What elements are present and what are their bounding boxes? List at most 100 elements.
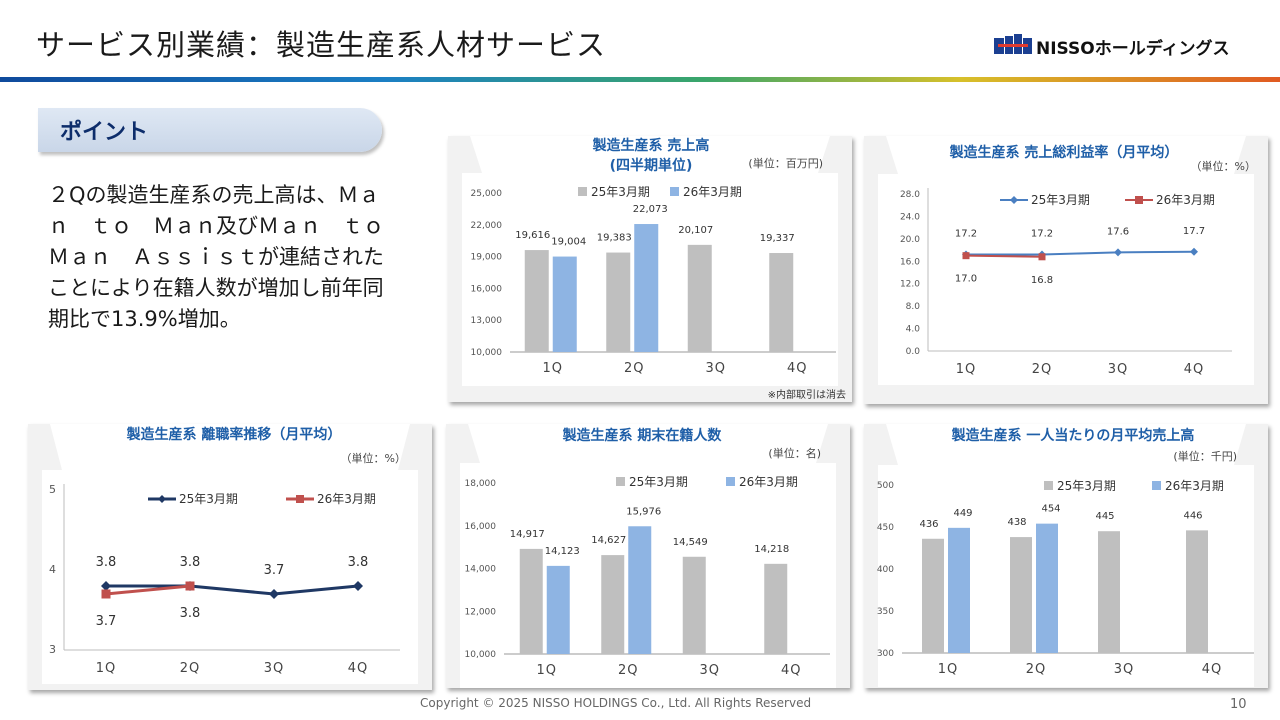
bar-s25-3q [682, 556, 706, 654]
headcount-chart-panel: 10,000 12,000 14,000 16,000 18,000 1Q 14,917 14… [446, 424, 850, 688]
chart-title: 製造生産系 離職率推移（月平均） [126, 426, 342, 443]
gross-margin-chart-panel: 0.0 4.0 8.0 12.0 16.0 20.0 24.0 28.0 1Q 2Q 3Q 4Q 17.… [864, 136, 1268, 404]
y-tick-label: 16,000 [471, 284, 503, 294]
x-tick-label: 4Q [781, 663, 802, 678]
x-tick-label: 1Q [542, 361, 563, 376]
page-number: 10 [1230, 697, 1247, 712]
x-tick-label: 1Q [536, 663, 557, 678]
data-point [1114, 248, 1122, 257]
data-label: 14,123 [545, 546, 580, 557]
bar-s26-2q [628, 526, 652, 654]
y-tick-label: 25,000 [471, 189, 503, 199]
chart-unit: (単位：名) [768, 446, 821, 460]
legend-swatch [578, 187, 587, 196]
y-tick-label: 8.0 [906, 302, 921, 312]
y-tick-label: 14,000 [465, 565, 497, 575]
turnover-chart: 3 4 5 1Q 2Q 3Q 4Q 3.8 3.8 3.7 3.8 3.7 3.8 25年3月期 26年3月… [42, 424, 418, 684]
chart-unit: (単位：百万円) [748, 156, 823, 170]
data-label: 454 [1041, 504, 1060, 515]
data-label: 19,383 [597, 233, 632, 244]
gross-margin-chart: 0.0 4.0 8.0 12.0 16.0 20.0 24.0 28.0 1Q 2Q 3Q 4Q 17.… [878, 136, 1256, 385]
legend-label: 26年3月期 [739, 475, 798, 489]
x-tick-label: 3Q [705, 361, 726, 376]
data-label: 3.7 [96, 614, 117, 629]
x-tick-label: 4Q [787, 361, 808, 376]
x-tick-label: 3Q [1114, 662, 1135, 677]
series-line-s25 [106, 584, 359, 596]
y-tick-label: 16.0 [900, 257, 920, 267]
legend-label: 25年3月期 [591, 185, 650, 199]
data-point [353, 581, 363, 591]
point-description: ２Qの製造生産系の売上高は、Ｍａ ｎ ｔｏ Ｍａｎ及びＭａｎ ｔｏ Ｍａｎ Ａｓ… [48, 180, 416, 335]
bar-s25-2q [1010, 537, 1032, 653]
legend-label: 26年3月期 [683, 185, 742, 199]
bar-s26-1q [948, 527, 970, 653]
plot-area-background [42, 470, 418, 684]
y-tick-label: 12.0 [900, 280, 920, 290]
y-tick-label: 350 [877, 607, 894, 617]
sales-per-person-chart: 300 350 400 450 500 1Q 436 449 2Q 438 454 3Q 445 4Q 44… [877, 424, 1254, 687]
data-label: 438 [1007, 517, 1026, 528]
title-area-background [886, 136, 1246, 174]
sales-chart-panel: 10,000 13,000 16,000 19,000 22,000 25,000 1Q 19… [448, 136, 852, 402]
bar-s25-4q [1186, 530, 1208, 653]
x-tick-label: 2Q [624, 361, 645, 376]
legend-marker [1135, 196, 1143, 204]
bar-s25-2q [606, 252, 631, 352]
legend-swatch [616, 477, 625, 486]
legend-label: 25年3月期 [629, 475, 688, 489]
point-line: Ｍａｎ Ａｓｓｉｓｔが連結された [48, 245, 384, 269]
copyright-notice: Copyright © 2025 NISSO HOLDINGS Co., Ltd… [420, 696, 812, 710]
data-label: 16.8 [1031, 275, 1053, 286]
chart-subtitle: (四半期単位) [610, 157, 693, 174]
company-name: NISSOホールディングス [1036, 39, 1230, 59]
title-area-background [470, 136, 830, 173]
y-tick-label: 18,000 [465, 479, 497, 489]
data-label: 3.8 [180, 606, 201, 621]
bar-s25-4q [764, 563, 788, 654]
x-tick-label: 1Q [956, 362, 977, 377]
nisso-logo-mark-icon [994, 34, 1032, 54]
x-tick-label: 2Q [180, 661, 201, 676]
chart-unit: (単位：千円) [1173, 449, 1237, 463]
data-label: 17.2 [955, 229, 977, 240]
y-tick-label: 10,000 [465, 650, 497, 660]
data-label: 22,073 [633, 204, 668, 215]
data-point [101, 581, 111, 591]
y-tick-label: 3 [49, 643, 56, 656]
y-tick-label: 500 [877, 481, 894, 491]
legend-label: 26年3月期 [1165, 479, 1224, 493]
legend-label: 25年3月期 [1057, 479, 1116, 493]
data-label: 3.8 [180, 555, 201, 570]
plot-area-background [878, 174, 1254, 385]
headcount-chart: 10,00012,00014,00016,00018,0001Q14,91714… [460, 424, 836, 688]
data-label: 3.8 [96, 555, 117, 570]
x-tick-label: 1Q [938, 662, 959, 677]
sales-per-person-chart-panel: 300 350 400 450 500 1Q 436 449 2Q 438 454 3Q 445 4Q 44… [864, 424, 1268, 688]
y-tick-label: 22,000 [471, 221, 503, 231]
legend-marker [1010, 196, 1018, 204]
legend-label: 25年3月期 [179, 492, 238, 506]
data-point [1038, 253, 1046, 261]
legend-label: 25年3月期 [1031, 193, 1090, 207]
chart-unit: （単位：%） [341, 451, 406, 465]
data-point [185, 581, 195, 591]
data-label: 445 [1095, 511, 1114, 522]
data-label: 19,004 [551, 237, 586, 248]
y-tick-label: 10,000 [471, 348, 503, 358]
y-tick-label: 300 [877, 649, 894, 659]
x-tick-label: 1Q [96, 661, 117, 676]
x-tick-label: 4Q [1202, 662, 1223, 677]
legend-label: 26年3月期 [317, 492, 376, 506]
y-tick-label: 28.0 [900, 190, 920, 200]
chart-title: 製造生産系 売上高 [592, 137, 710, 154]
data-label: 20,107 [678, 225, 713, 236]
x-tick-label: 4Q [348, 661, 369, 676]
page-title: サービス別業績：製造生産系人材サービス [36, 28, 607, 62]
data-label: 17.6 [1107, 226, 1129, 237]
y-tick-label: 13,000 [471, 316, 503, 326]
legend-swatch [670, 187, 679, 196]
y-tick-label: 12,000 [465, 607, 497, 617]
bar-s25-1q [524, 250, 549, 352]
point-heading-tab: ポイント [38, 108, 382, 152]
